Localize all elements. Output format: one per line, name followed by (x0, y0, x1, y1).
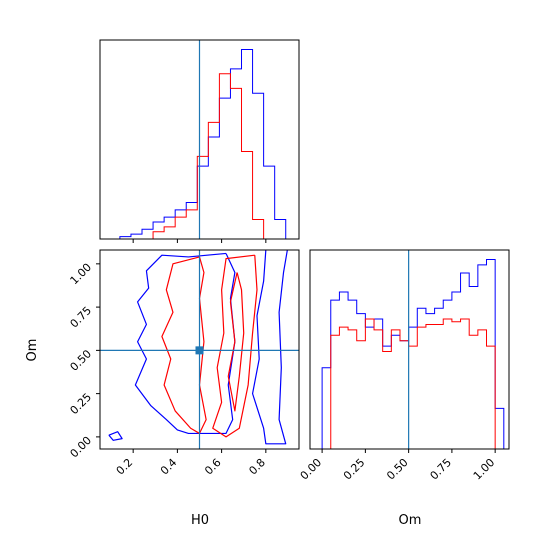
om-histogram-series-blue (313, 258, 509, 449)
contour-blue-3 (108, 431, 123, 441)
h0-histogram-panel (99, 39, 300, 243)
om-histogram-plot-area (313, 250, 509, 449)
h0-histogram-series-blue (119, 48, 287, 239)
joint-x-axis-label: H0 (191, 513, 209, 528)
om-histogram-x-axis-label: Om (399, 513, 422, 528)
h0-histogram-frame (99, 39, 300, 240)
h0-histogram-plot-area (119, 40, 287, 239)
joint-plot-area (100, 250, 299, 449)
contour-red-4 (161, 256, 207, 435)
om-histogram-background (310, 250, 509, 449)
joint-y-axis-label: Om (25, 339, 40, 362)
h0-histogram-series-red (119, 73, 286, 239)
contour-red-6 (227, 272, 245, 412)
contour-red-5 (212, 254, 258, 438)
joint-truth-marker (195, 346, 204, 355)
h0-histogram-ticks (132, 239, 267, 243)
contour-blue-2 (251, 250, 288, 445)
om-histogram-frame (309, 249, 510, 450)
joint-frame (99, 249, 300, 450)
